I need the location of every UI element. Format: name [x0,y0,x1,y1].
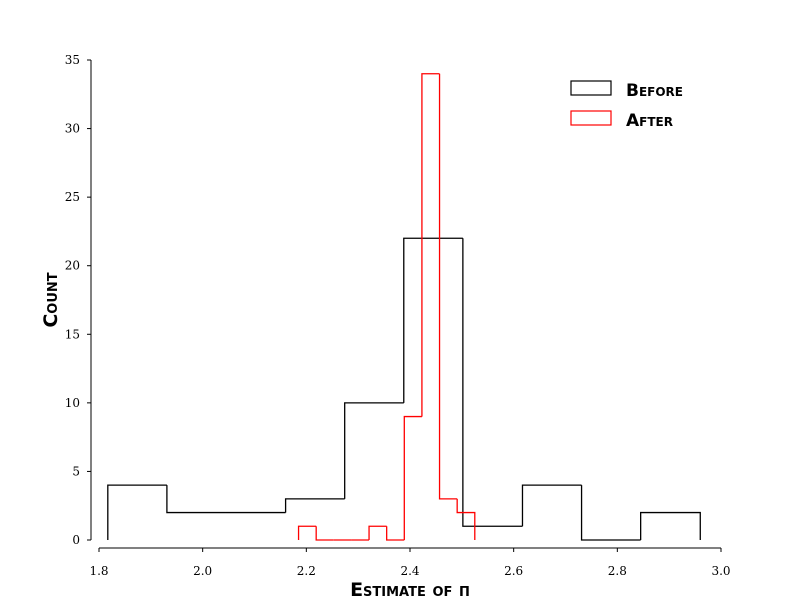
y-tick-label: 15 [65,327,80,341]
legend-label-after: After [626,111,673,131]
histogram-bin [580,485,641,541]
histogram-bin [521,484,582,527]
y-ticks: 0 5 10 15 20 25 30 35 [65,53,91,547]
histogram-bin [344,402,404,499]
x-tick-label: 2.2 [297,564,316,578]
histogram-bin [438,73,458,500]
y-tick-label: 25 [65,190,80,204]
x-tick-label: 2.0 [193,564,212,578]
legend-swatch-after [570,110,612,126]
legend-swatch-before [570,80,612,96]
histogram-bin [462,238,523,527]
x-tick-label: 2.8 [608,564,627,578]
histogram-bin [640,511,701,540]
legend: Before After [570,80,683,131]
histogram-bin [315,526,334,541]
axes [90,60,721,549]
y-tick-label: 10 [65,396,80,410]
x-tick-label: 1.8 [89,564,108,578]
y-axis-title: Count [40,272,62,327]
histogram-bin [368,525,387,540]
y-tick-label: 35 [65,53,80,67]
x-tick-label: 2.6 [504,564,523,578]
histogram-bin [456,498,476,540]
y-tick-label: 30 [65,122,80,136]
y-tick-label: 0 [72,533,80,547]
histogram-bin [421,73,440,417]
series-before [107,237,701,541]
x-tick-label: 3.0 [711,564,730,578]
x-axis-title: Estimate of π [350,579,470,600]
histogram-bin [297,525,317,540]
series-layer [107,73,701,541]
x-tick-label: 2.4 [400,564,419,578]
histogram-bin [284,498,345,513]
x-ticks: 1.8 2.0 2.2 2.4 2.6 2.8 3.0 [89,548,731,578]
y-tick-label: 5 [72,464,80,478]
legend-label-before: Before [626,81,683,101]
y-tick-label: 20 [65,259,80,273]
histogram-bin [403,237,463,403]
histogram-bin [403,415,422,540]
series-after [297,73,476,541]
histogram-bin [166,485,226,514]
histogram-bin [107,484,167,540]
histogram-bin [386,526,405,541]
